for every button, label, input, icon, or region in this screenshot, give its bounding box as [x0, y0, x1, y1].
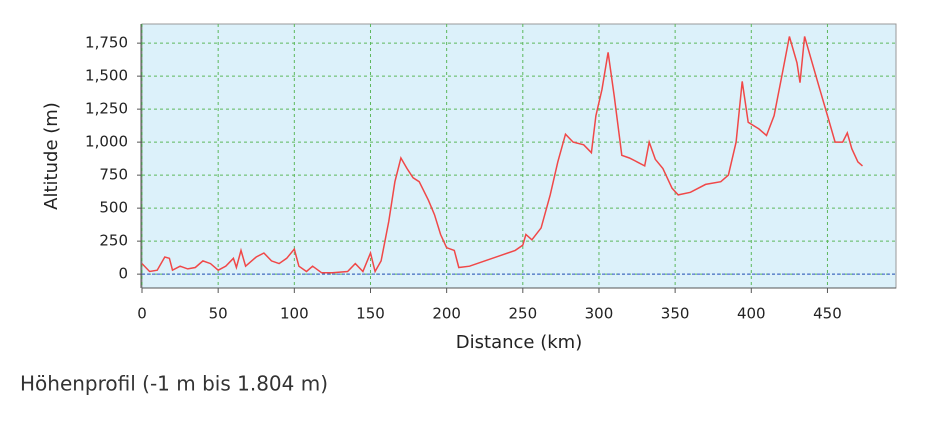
x-tick-label: 150 — [356, 305, 385, 323]
x-tick-label: 350 — [661, 305, 690, 323]
y-tick-label: 750 — [99, 166, 128, 184]
x-tick-label: 450 — [813, 305, 842, 323]
x-tick-label: 50 — [209, 305, 228, 323]
x-tick-label: 250 — [508, 305, 537, 323]
caption: Höhenprofil (-1 m bis 1.804 m) — [20, 372, 328, 396]
y-tick-label: 1,750 — [85, 34, 128, 52]
y-tick-label: 1,000 — [85, 133, 128, 151]
y-tick-label: 0 — [118, 265, 128, 283]
y-tick-label: 250 — [99, 232, 128, 250]
plot-background — [141, 23, 897, 289]
x-tick-label: 200 — [432, 305, 461, 323]
altitude-line — [141, 36, 863, 274]
y-axis-label: Altitude (m) — [41, 102, 62, 210]
x-tick-label: 400 — [737, 305, 766, 323]
y-tick-label: 1,250 — [85, 100, 128, 118]
x-tick-label: 100 — [280, 305, 309, 323]
y-tick-label: 1,500 — [85, 67, 128, 85]
x-axis-label: Distance (km) — [456, 332, 582, 353]
y-tick-label: 500 — [99, 199, 128, 217]
x-tick-label: 300 — [585, 305, 614, 323]
x-tick-label: 0 — [137, 305, 147, 323]
